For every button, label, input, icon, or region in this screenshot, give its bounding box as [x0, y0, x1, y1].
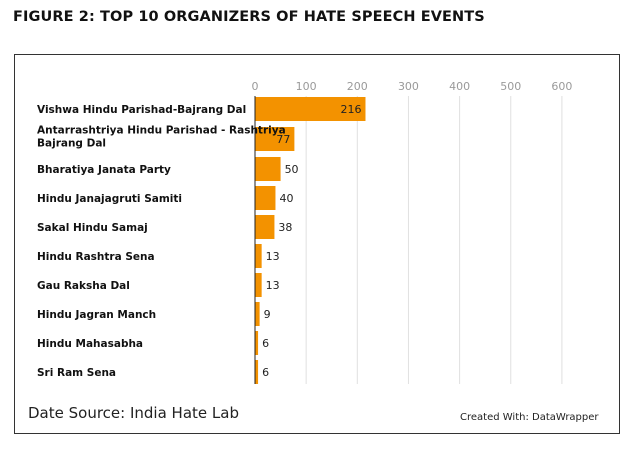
bar-value-label: 77 [276, 133, 290, 146]
x-tick-label: 100 [296, 80, 317, 93]
category-label: Bharatiya Janata Party [37, 164, 171, 176]
category-label-line: Hindu Jagran Manch [37, 309, 156, 321]
bar [255, 157, 281, 181]
bar [255, 97, 366, 121]
bar [255, 331, 259, 355]
bar-value-label: 6 [262, 366, 269, 379]
bar-value-label: 38 [278, 221, 292, 234]
x-tick-label: 0 [252, 80, 259, 93]
x-tick-label: 200 [347, 80, 368, 93]
bar [255, 360, 259, 384]
bar-value-label: 216 [340, 103, 361, 116]
figure-title: FIGURE 2: TOP 10 ORGANIZERS OF HATE SPEE… [13, 9, 485, 25]
bar [255, 302, 260, 326]
chart-frame [14, 54, 620, 434]
bar-value-label: 6 [262, 337, 269, 350]
bar-value-label: 9 [264, 308, 271, 321]
category-label: Hindu Mahasabha [37, 338, 143, 350]
category-label: Hindu Jagran Manch [37, 309, 156, 321]
category-label: Sri Ram Sena [37, 367, 116, 379]
category-label: Hindu Rashtra Sena [37, 251, 155, 263]
category-label: Antarrashtriya Hindu Parishad - Rashtriy… [37, 125, 286, 150]
bar-value-label: 40 [279, 192, 293, 205]
category-label: Vishwa Hindu Parishad-Bajrang Dal [37, 104, 246, 116]
created-with-credit: Created With: DataWrapper [460, 412, 599, 423]
category-label-line: Vishwa Hindu Parishad-Bajrang Dal [37, 104, 246, 116]
category-label-line: Sakal Hindu Samaj [37, 222, 148, 234]
bar-value-label: 50 [285, 163, 299, 176]
bar [255, 244, 262, 268]
x-tick-label: 400 [449, 80, 470, 93]
category-label-line: Hindu Mahasabha [37, 338, 143, 350]
bar-value-label: 13 [266, 250, 280, 263]
category-label-line: Bajrang Dal [37, 138, 106, 150]
category-label-line: Hindu Rashtra Sena [37, 251, 155, 263]
x-tick-label: 300 [398, 80, 419, 93]
category-label: Gau Raksha Dal [37, 280, 130, 292]
bar-value-label: 13 [266, 279, 280, 292]
x-tick-label: 500 [500, 80, 521, 93]
category-label-line: Hindu Janajagruti Samiti [37, 193, 182, 205]
bar [255, 273, 262, 297]
data-source-note: Date Source: India Hate Lab [28, 404, 239, 422]
bar [255, 215, 275, 239]
bar [255, 186, 276, 210]
category-label: Sakal Hindu Samaj [37, 222, 148, 234]
category-label-line: Gau Raksha Dal [37, 280, 130, 292]
category-label-line: Bharatiya Janata Party [37, 164, 171, 176]
category-label: Hindu Janajagruti Samiti [37, 193, 182, 205]
category-label-line: Antarrashtriya Hindu Parishad - Rashtriy… [37, 125, 286, 137]
bar [255, 127, 295, 151]
category-label-line: Sri Ram Sena [37, 367, 116, 379]
x-tick-label: 600 [551, 80, 572, 93]
